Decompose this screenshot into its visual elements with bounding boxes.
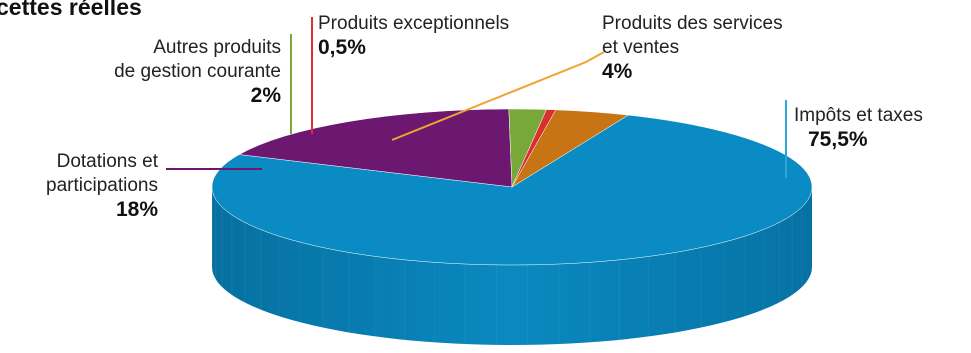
label-services: Produits des services et ventes 4% [602,12,783,84]
label-impots-name: Impôts et taxes [794,105,923,126]
slice-services [511,109,630,188]
label-dotations-line2: participations [46,175,158,196]
label-dotations: Dotations et participations 18% [46,150,158,222]
pie-sides [211,187,812,345]
leader-lines [166,17,787,178]
label-exceptionnels: Produits exceptionnels 0,5% [318,12,509,60]
slice-impots [211,114,813,266]
slice-impots-side [212,187,812,345]
pie-slices [211,108,813,266]
label-autres-line1: Autres produits [153,37,281,58]
label-services-pct: 4% [602,60,633,83]
label-services-line1: Produits des services [602,13,783,34]
chart-title: cettes réelles [0,0,142,20]
label-dotations-pct: 18% [115,198,158,221]
label-services-line2: et ventes [602,37,680,58]
label-exceptionnels-pct: 0,5% [318,36,366,59]
label-autres-line2: de gestion courante [114,61,281,82]
leader-services [391,51,605,141]
label-autres-pct: 2% [250,84,281,107]
label-exceptionnels-name: Produits exceptionnels [318,13,510,34]
label-autres: Autres produits de gestion courante 2% [114,36,281,108]
label-dotations-line1: Dotations et [56,151,158,172]
slice-dotations [238,108,513,188]
label-impots-pct: 75,5% [808,128,868,151]
label-impots: Impôts et taxes 75,5% [794,104,923,152]
